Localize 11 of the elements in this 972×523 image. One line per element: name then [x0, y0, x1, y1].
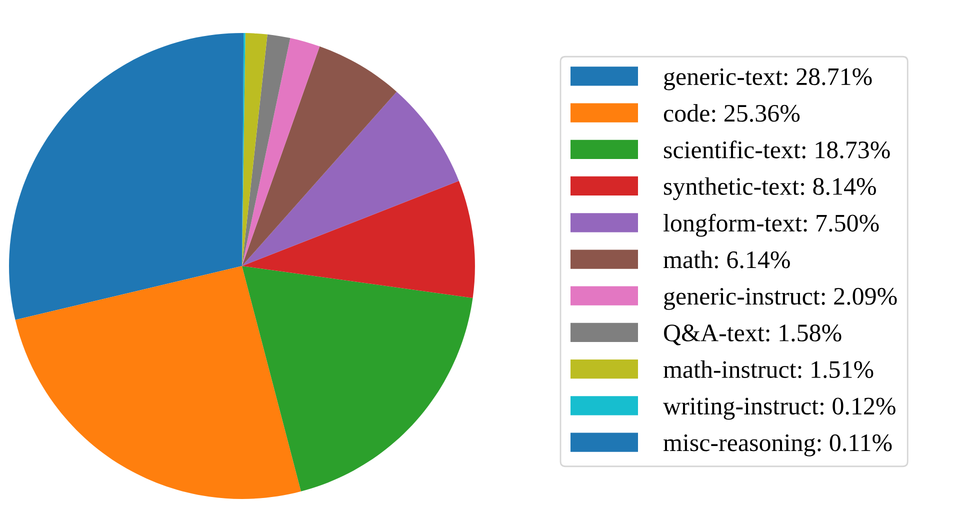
legend-label: misc-reasoning: 0.11%	[664, 434, 892, 456]
legend-label: scientific-text: 18.73%	[664, 140, 890, 158]
legend-label: math: 6.14%	[664, 250, 790, 268]
legend-label: generic-text: 28.71%	[664, 68, 872, 90]
legend-label: synthetic-text: 8.14%	[664, 177, 876, 200]
legend-label: math-instruct: 1.51%	[664, 360, 874, 378]
legend-label: longform-text: 7.50%	[664, 214, 879, 237]
legend-label: generic-instruct: 2.09%	[664, 288, 897, 310]
legend-label: code: 25.36%	[664, 104, 800, 122]
legend-label: Q&A-text: 1.58%	[664, 324, 842, 346]
legend-label: writing-instruct: 0.12%	[663, 398, 896, 420]
